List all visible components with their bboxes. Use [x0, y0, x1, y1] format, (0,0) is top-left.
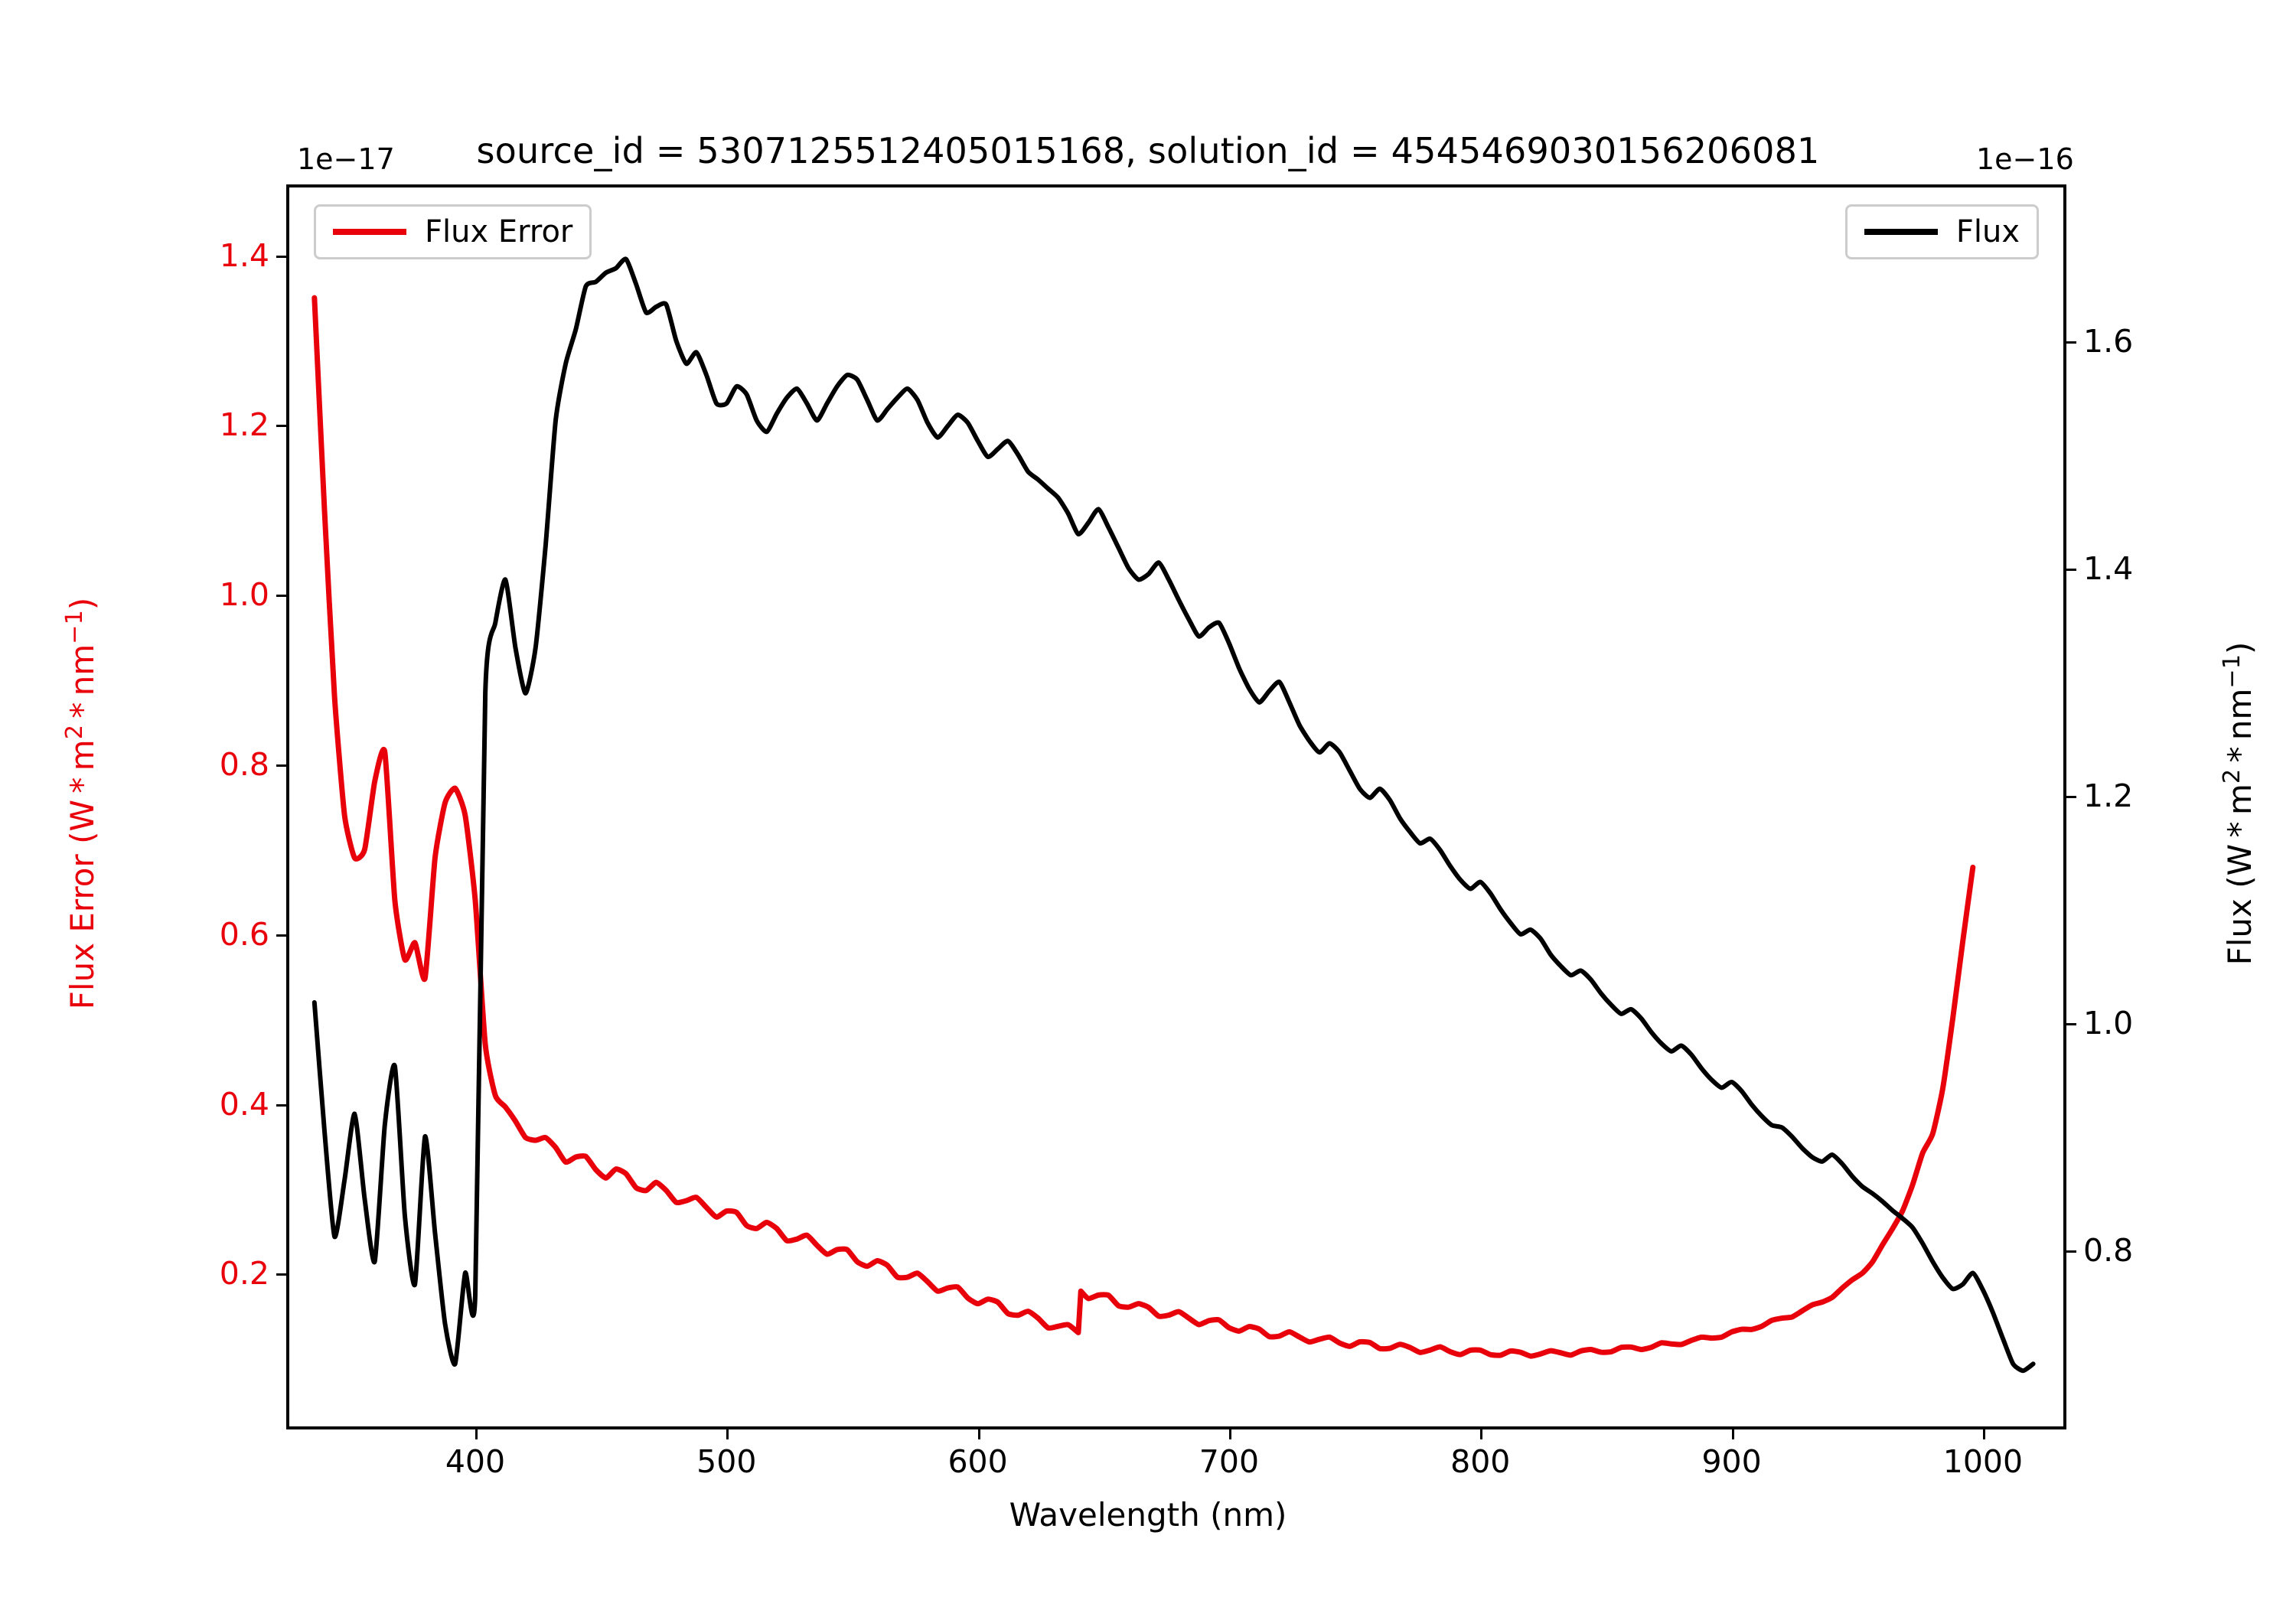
- spectrum-plot: [311, 256, 2036, 1374]
- left-tick-label: 0.8: [219, 746, 269, 784]
- x-tick-mark: [726, 1426, 729, 1439]
- flux-legend-swatch: [1864, 229, 1938, 235]
- x-tick-label: 500: [696, 1443, 757, 1480]
- left-tick-mark: [276, 595, 289, 598]
- x-tick-mark: [1731, 1426, 1734, 1439]
- flux-error-line: [311, 295, 1976, 1359]
- left-tick-label: 1.4: [219, 236, 269, 274]
- right-tick-mark: [2063, 341, 2076, 344]
- x-axis-title: Wavelength (nm): [1009, 1496, 1287, 1534]
- x-tick-label: 800: [1450, 1443, 1511, 1480]
- right-tick-mark: [2063, 568, 2076, 571]
- right-tick-label: 1.4: [2083, 549, 2134, 587]
- left-tick-mark: [276, 764, 289, 768]
- left-axis-offset-text: 1e−17: [297, 142, 395, 176]
- plot-area: 0.2 0.4 0.6 0.8 1.0 1.2 1.4 0.8 1.0 1.2 1.4 1.6 40…: [220, 184, 2133, 1480]
- right-axis-offset-text: 1e−16: [1976, 142, 2074, 176]
- left-y-axis-title: Flux Error (W * m2 * nm−1): [61, 597, 101, 1010]
- x-tick-mark: [475, 1426, 478, 1439]
- legend-flux-error[interactable]: Flux Error: [314, 204, 592, 259]
- flux-line: [311, 256, 2036, 1374]
- left-tick-mark: [276, 1273, 289, 1276]
- page-title: source_id = 5307125512405015168, solutio…: [476, 130, 1820, 171]
- x-tick-mark: [1228, 1426, 1231, 1439]
- right-tick-mark: [2063, 795, 2076, 798]
- x-tick-mark: [1982, 1426, 1985, 1439]
- x-tick-mark: [977, 1426, 980, 1439]
- right-tick-label: 0.8: [2083, 1231, 2134, 1269]
- left-tick-mark: [276, 255, 289, 258]
- right-tick-mark: [2063, 1250, 2076, 1253]
- right-tick-label: 1.2: [2083, 777, 2134, 814]
- flux-error-legend-label: Flux Error: [425, 214, 573, 249]
- left-tick-mark: [276, 425, 289, 428]
- right-tick-label: 1.6: [2083, 322, 2134, 360]
- legend-flux[interactable]: Flux: [1844, 204, 2039, 259]
- left-tick-label: 1.0: [219, 576, 269, 614]
- left-tick-label: 0.6: [219, 915, 269, 953]
- x-tick-mark: [1480, 1426, 1483, 1439]
- flux-error-legend-swatch: [333, 229, 406, 235]
- x-tick-label: 1000: [1942, 1443, 2024, 1480]
- left-tick-mark: [276, 1103, 289, 1107]
- right-tick-label: 1.0: [2083, 1004, 2134, 1041]
- left-tick-label: 0.2: [219, 1255, 269, 1292]
- x-tick-label: 600: [947, 1443, 1008, 1480]
- right-y-axis-title: Flux (W * m2 * nm−1): [2219, 641, 2258, 966]
- left-tick-label: 0.4: [219, 1085, 269, 1123]
- right-tick-mark: [2063, 1022, 2076, 1025]
- left-tick-mark: [276, 934, 289, 937]
- x-tick-label: 700: [1199, 1443, 1260, 1480]
- flux-legend-label: Flux: [1955, 214, 2020, 249]
- left-tick-label: 1.2: [219, 406, 269, 444]
- x-tick-label: 900: [1701, 1443, 1762, 1480]
- x-tick-label: 400: [445, 1443, 506, 1480]
